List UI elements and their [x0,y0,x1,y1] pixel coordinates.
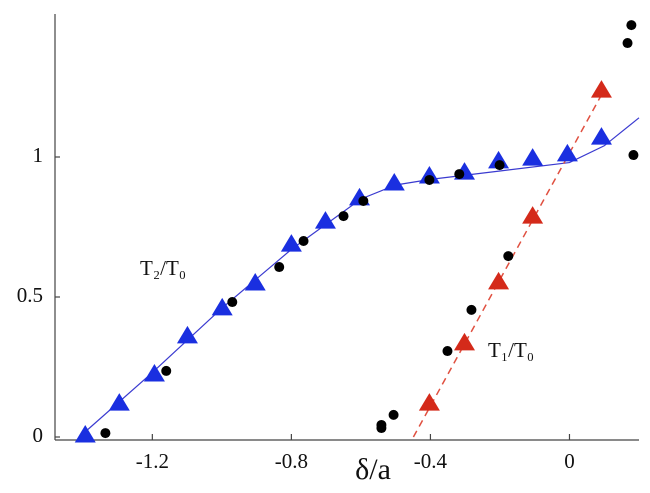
x-axis-label: δ/a [355,453,391,486]
dot-marker [298,236,309,246]
dot-marker [358,195,369,206]
x-tick-label: -0.4 [414,449,448,473]
triangle-marker [176,325,198,344]
dot-marker [622,38,633,49]
dot-marker [424,174,435,185]
triangle-marker [418,393,440,411]
triangle-marker [383,173,405,191]
dot-marker [442,346,453,357]
dot-marker [274,262,285,273]
x-tick-label: 0 [564,449,575,473]
dot-marker [338,211,349,222]
triangle-marker [314,211,336,229]
triangle-marker [74,425,96,443]
dot-marker [161,365,172,376]
triangle-marker [211,297,233,316]
triangle-marker [244,273,266,291]
dot-marker [388,409,399,420]
fit-line [412,89,605,438]
annotation: T₁/T₀ [488,338,534,362]
triangle-marker [280,234,302,252]
dot-marker [503,251,514,262]
triangle-marker [522,206,544,224]
x-tick-label: -1.2 [136,449,169,473]
triangle-marker [590,80,612,98]
triangle-marker [418,166,440,184]
dot-marker [227,297,238,308]
y-tick-label: 1 [33,143,44,167]
dot-marker [626,20,637,31]
dot-marker [100,428,111,439]
dot-marker [628,150,639,161]
triangle-marker [453,332,475,351]
annotation: T₂/T₀ [140,256,186,280]
dot-marker [376,423,387,434]
triangle-marker [590,127,612,145]
dot-marker [494,160,505,171]
dot-marker [466,304,477,315]
x-tick-label: -0.8 [275,449,308,473]
dot-marker [454,169,465,180]
triangle-marker [522,148,544,166]
triangle-marker [488,271,510,290]
y-tick-label: 0 [33,423,44,447]
triangle-marker [108,393,130,411]
triangle-marker [556,143,578,162]
triangle-marker [143,364,165,382]
y-tick-label: 0.5 [17,283,43,307]
